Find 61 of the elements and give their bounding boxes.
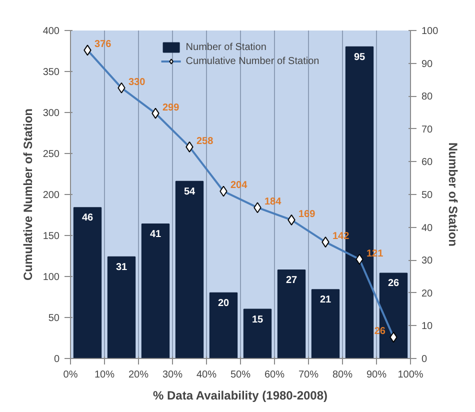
data-label: 27 — [286, 274, 298, 286]
bar — [141, 224, 170, 358]
y2-tick-label: 30 — [422, 256, 434, 267]
x-tick-label: 40% — [196, 370, 217, 380]
y2-tick-label: 10 — [422, 321, 434, 332]
bar — [243, 308, 272, 358]
bar — [73, 207, 102, 358]
y2-tick-label: 100 — [422, 26, 439, 37]
x-axis-title: % Data Availability (1980-2008) — [153, 388, 328, 402]
data-label: 41 — [150, 229, 162, 240]
data-label: 54 — [184, 186, 196, 198]
data-label: 31 — [116, 262, 128, 273]
y-tick-label: 100 — [42, 272, 60, 283]
x-tick-label: 80% — [332, 370, 353, 380]
y2-tick-label: 70 — [422, 124, 434, 136]
data-label: 169 — [298, 208, 316, 220]
y2-tick-label: 40 — [422, 222, 434, 234]
y2-axis-title: Number of Station — [446, 142, 460, 246]
y-tick-label: 200 — [42, 190, 60, 201]
bar — [107, 256, 136, 358]
x-tick-label: 50% — [230, 370, 251, 380]
y-tick-label: 300 — [42, 108, 60, 119]
y-axis-title: Cumulative Number of Station — [20, 108, 35, 281]
data-label: 299 — [162, 102, 180, 114]
data-label: 20 — [218, 298, 230, 309]
x-tick-label: 10% — [94, 370, 115, 380]
y2-tick-label: 0 — [422, 354, 428, 365]
data-label: 21 — [320, 294, 332, 306]
x-tick-label: 90% — [366, 370, 387, 380]
x-tick-label: 70% — [298, 370, 319, 380]
legend-label: Cumulative Number of Station — [186, 54, 320, 68]
y2-tick-label: 80 — [422, 92, 434, 103]
legend-label: Number of Station — [186, 40, 266, 54]
y-tick-label: 150 — [42, 231, 60, 242]
bar — [311, 289, 340, 358]
y2-tick-label: 90 — [422, 58, 434, 70]
y2-tick-label: 20 — [422, 288, 434, 300]
data-label: 46 — [82, 212, 94, 224]
x-tick-label: 60% — [264, 370, 285, 380]
x-tick-label: 100% — [398, 370, 424, 380]
x-tick-label: 0% — [63, 370, 78, 380]
y2-tick-label: 60 — [422, 157, 434, 168]
y-tick-label: 50 — [48, 313, 60, 324]
bar — [277, 269, 306, 358]
data-label: 26 — [388, 278, 400, 290]
y-tick-label: 350 — [42, 67, 60, 78]
data-label: 376 — [94, 39, 112, 50]
y-tick-label: 0 — [54, 354, 60, 365]
data-label: 204 — [230, 180, 248, 192]
bar — [175, 180, 204, 358]
data-label: 95 — [354, 52, 366, 63]
data-label: 330 — [128, 76, 146, 88]
y2-tick-label: 50 — [422, 190, 434, 201]
y-tick-label: 250 — [42, 149, 60, 160]
x-tick-label: 20% — [128, 370, 149, 380]
bar — [209, 292, 238, 358]
data-label: 184 — [264, 196, 282, 208]
data-label: 258 — [196, 136, 214, 147]
x-tick-label: 30% — [162, 370, 183, 380]
y-tick-label: 400 — [42, 26, 60, 37]
data-label: 15 — [252, 314, 264, 326]
